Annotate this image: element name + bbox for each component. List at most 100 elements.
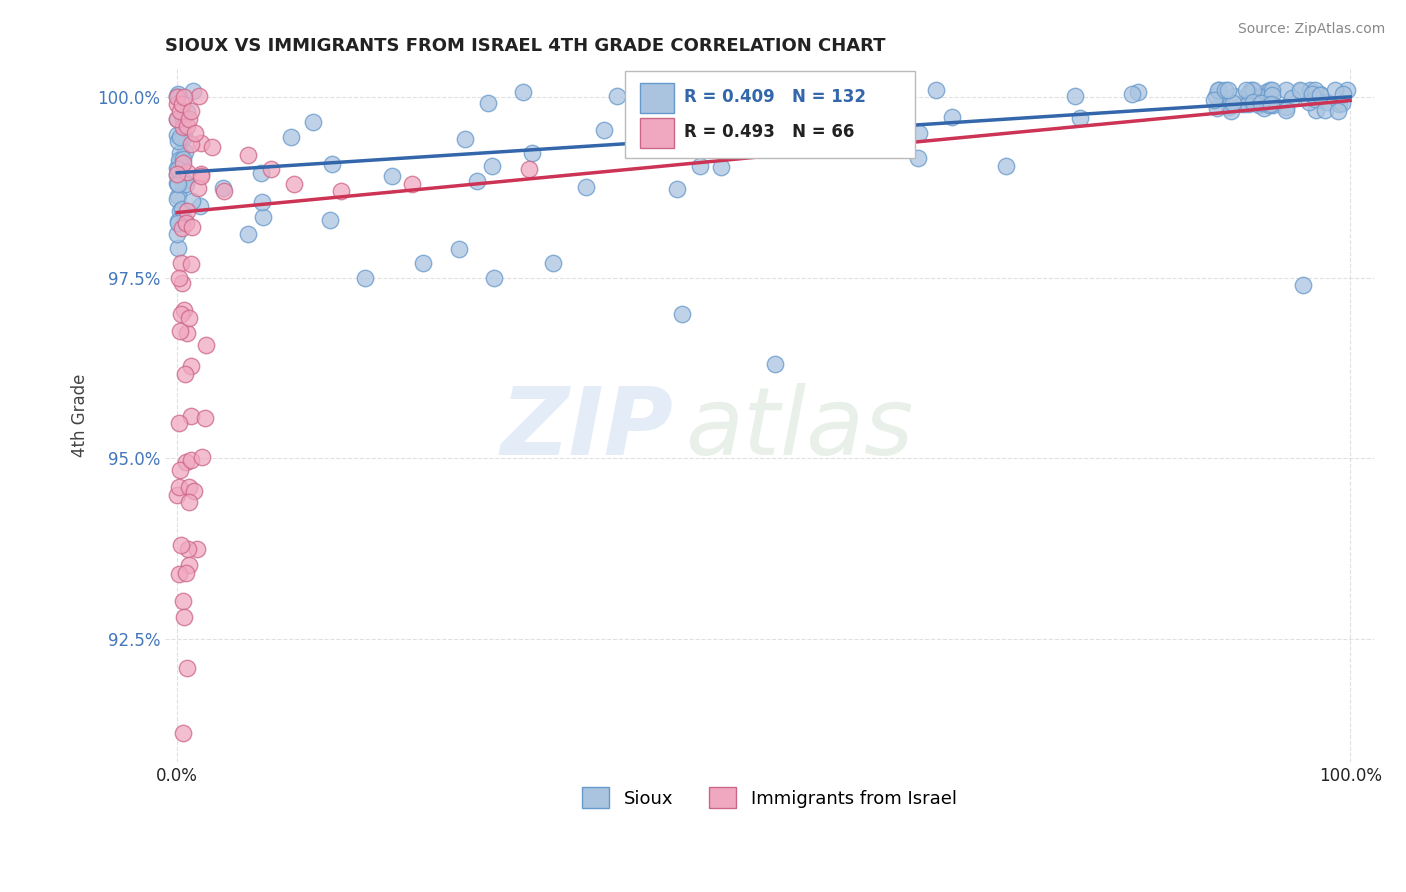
Point xyxy=(1315,103,1337,117)
Point xyxy=(170,97,193,112)
Point xyxy=(481,159,503,173)
Point xyxy=(1289,83,1312,97)
Point xyxy=(173,610,195,624)
Point xyxy=(167,216,190,230)
Point xyxy=(186,541,208,556)
Point xyxy=(520,145,543,160)
Point xyxy=(176,566,198,581)
Point xyxy=(179,558,201,572)
Point xyxy=(512,85,534,99)
Point xyxy=(188,199,211,213)
Point xyxy=(166,177,188,191)
Point xyxy=(176,326,198,340)
Point xyxy=(1324,83,1347,97)
Point xyxy=(173,212,195,227)
Point xyxy=(194,410,217,425)
Point xyxy=(166,167,188,181)
Point xyxy=(321,157,343,171)
Bar xyxy=(640,83,673,113)
Point xyxy=(169,203,191,218)
Point xyxy=(167,271,190,285)
Point xyxy=(1327,97,1350,112)
Point xyxy=(1250,90,1272,104)
Text: ZIP: ZIP xyxy=(501,383,673,475)
Point xyxy=(166,168,188,182)
Point xyxy=(173,90,195,104)
Point xyxy=(166,112,188,126)
Point xyxy=(381,169,404,183)
Point xyxy=(166,241,188,255)
Point xyxy=(1208,83,1230,97)
Point xyxy=(169,104,191,119)
Bar xyxy=(640,118,673,148)
Point xyxy=(167,567,190,582)
Point xyxy=(1205,89,1227,103)
Point xyxy=(776,97,799,112)
Point xyxy=(211,180,233,194)
Point xyxy=(166,214,188,228)
Point xyxy=(174,367,197,381)
Point xyxy=(169,463,191,477)
Point xyxy=(1218,100,1240,114)
Point xyxy=(925,83,948,97)
Point xyxy=(176,204,198,219)
Point xyxy=(606,89,628,103)
Point xyxy=(180,194,202,209)
Point xyxy=(166,161,188,175)
Point xyxy=(169,154,191,169)
Point xyxy=(1309,87,1331,102)
Point xyxy=(236,227,259,242)
Point xyxy=(1260,97,1282,112)
Point xyxy=(1331,87,1354,101)
Point xyxy=(177,310,200,325)
Point xyxy=(482,270,505,285)
Point xyxy=(1121,87,1143,102)
Point xyxy=(184,126,207,140)
Point xyxy=(1213,83,1236,97)
Point xyxy=(1253,102,1275,116)
Point xyxy=(477,96,499,111)
Point xyxy=(166,134,188,148)
Point xyxy=(1232,96,1254,111)
Point xyxy=(1303,83,1326,97)
Point xyxy=(170,276,193,290)
Point xyxy=(195,337,218,351)
Point xyxy=(1254,85,1277,99)
Point xyxy=(170,221,193,235)
Point xyxy=(166,89,188,103)
Point xyxy=(710,160,733,174)
Point xyxy=(183,483,205,498)
Point xyxy=(191,450,214,464)
Point xyxy=(1292,277,1315,292)
Point xyxy=(172,120,194,135)
Point xyxy=(453,132,475,146)
Point xyxy=(908,126,931,140)
Point xyxy=(167,417,190,431)
Point xyxy=(201,140,224,154)
Point xyxy=(176,119,198,133)
Text: atlas: atlas xyxy=(685,384,914,475)
Point xyxy=(180,257,202,271)
Legend: Sioux, Immigrants from Israel: Sioux, Immigrants from Israel xyxy=(575,780,965,815)
Point xyxy=(170,307,193,321)
Point xyxy=(1303,92,1326,106)
Point xyxy=(517,162,540,177)
Point xyxy=(172,594,194,608)
Point xyxy=(1249,98,1271,112)
Point xyxy=(412,256,434,270)
Point xyxy=(1274,100,1296,114)
Point xyxy=(169,324,191,338)
Point xyxy=(166,176,188,190)
Point xyxy=(1301,87,1323,101)
Text: R = 0.493   N = 66: R = 0.493 N = 66 xyxy=(683,123,853,141)
Point xyxy=(1206,101,1229,115)
Point xyxy=(541,256,564,270)
Point xyxy=(1241,95,1264,110)
Point xyxy=(172,130,194,145)
Point xyxy=(941,110,963,124)
Point xyxy=(174,455,197,469)
Point xyxy=(179,453,201,467)
Point xyxy=(170,202,193,216)
Point xyxy=(190,136,212,151)
Point xyxy=(1281,91,1303,105)
